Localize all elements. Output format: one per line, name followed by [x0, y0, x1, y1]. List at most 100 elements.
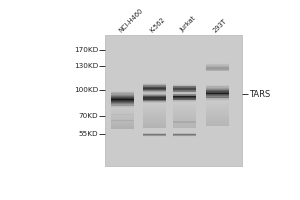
- Bar: [142, 85, 166, 86]
- Bar: [173, 136, 196, 137]
- Bar: [142, 117, 166, 118]
- Bar: [206, 67, 229, 68]
- Bar: [142, 91, 166, 92]
- Bar: [111, 116, 134, 117]
- Bar: [173, 135, 196, 136]
- Bar: [206, 64, 229, 65]
- Bar: [173, 86, 196, 87]
- Bar: [206, 96, 229, 97]
- Bar: [173, 97, 196, 98]
- Text: 100KD: 100KD: [74, 87, 98, 93]
- Bar: [206, 86, 229, 87]
- Bar: [206, 120, 229, 121]
- Bar: [173, 89, 196, 90]
- Bar: [206, 102, 229, 103]
- Bar: [206, 92, 229, 93]
- Bar: [111, 97, 134, 98]
- Text: Jurkat: Jurkat: [179, 15, 197, 33]
- Text: 130KD: 130KD: [74, 63, 98, 69]
- Bar: [173, 111, 196, 112]
- Bar: [142, 90, 166, 91]
- Bar: [173, 105, 196, 106]
- Bar: [142, 83, 166, 84]
- Bar: [206, 104, 229, 105]
- Bar: [111, 110, 134, 111]
- Bar: [111, 126, 134, 127]
- Bar: [206, 99, 229, 100]
- Bar: [142, 111, 166, 112]
- Bar: [173, 113, 196, 114]
- Bar: [142, 122, 166, 123]
- Bar: [206, 98, 229, 99]
- Bar: [105, 35, 242, 166]
- Bar: [206, 106, 229, 107]
- Text: 70KD: 70KD: [78, 113, 98, 119]
- Bar: [173, 93, 196, 94]
- Bar: [142, 109, 166, 110]
- Bar: [111, 122, 134, 123]
- Bar: [142, 96, 166, 97]
- Bar: [111, 117, 134, 118]
- Bar: [206, 125, 229, 126]
- Bar: [142, 136, 166, 137]
- Bar: [173, 126, 196, 127]
- Bar: [206, 95, 229, 96]
- Bar: [206, 63, 229, 64]
- Bar: [111, 104, 134, 105]
- Bar: [142, 99, 166, 100]
- Bar: [173, 122, 196, 124]
- Bar: [206, 123, 229, 124]
- Bar: [173, 120, 196, 122]
- Text: 170KD: 170KD: [74, 47, 98, 53]
- Bar: [142, 135, 166, 136]
- Bar: [206, 62, 229, 63]
- Bar: [142, 123, 166, 124]
- Bar: [111, 127, 134, 128]
- Bar: [206, 90, 229, 91]
- Bar: [142, 135, 166, 136]
- Bar: [142, 89, 166, 90]
- Bar: [173, 94, 196, 95]
- Bar: [173, 104, 196, 105]
- Bar: [206, 91, 229, 92]
- Bar: [206, 86, 229, 87]
- Bar: [111, 96, 134, 97]
- Bar: [142, 92, 166, 93]
- Bar: [142, 87, 166, 88]
- Bar: [173, 121, 196, 123]
- Bar: [142, 84, 166, 85]
- Bar: [111, 99, 134, 100]
- Bar: [111, 103, 134, 104]
- Bar: [142, 84, 166, 85]
- Bar: [142, 133, 166, 134]
- Bar: [173, 107, 196, 108]
- Bar: [111, 92, 134, 93]
- Bar: [206, 108, 229, 109]
- Bar: [111, 112, 134, 113]
- Bar: [173, 114, 196, 115]
- Bar: [142, 114, 166, 115]
- Bar: [173, 92, 196, 93]
- Bar: [142, 125, 166, 126]
- Bar: [142, 100, 166, 101]
- Bar: [206, 88, 229, 89]
- Bar: [206, 68, 229, 69]
- Bar: [173, 91, 196, 92]
- Bar: [142, 103, 166, 104]
- Bar: [142, 101, 166, 102]
- Bar: [111, 128, 134, 129]
- Bar: [111, 125, 134, 126]
- Bar: [173, 86, 196, 87]
- Bar: [206, 119, 229, 120]
- Bar: [173, 103, 196, 104]
- Bar: [206, 114, 229, 115]
- Bar: [206, 121, 229, 122]
- Bar: [142, 100, 166, 101]
- Bar: [173, 117, 196, 118]
- Text: TARS: TARS: [249, 90, 270, 99]
- Bar: [142, 86, 166, 87]
- Bar: [173, 115, 196, 116]
- Bar: [206, 94, 229, 95]
- Bar: [206, 93, 229, 94]
- Bar: [111, 108, 134, 109]
